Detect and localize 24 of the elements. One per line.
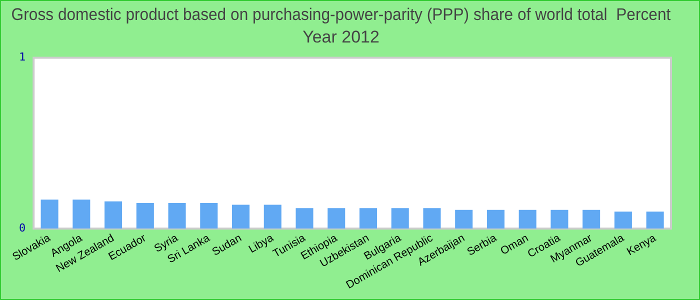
bar xyxy=(328,208,346,229)
bar xyxy=(486,210,504,229)
y-tick-label: 1 xyxy=(19,50,26,64)
bar xyxy=(40,200,58,229)
bar xyxy=(423,208,441,229)
bar xyxy=(582,210,600,229)
bar xyxy=(614,212,632,229)
bar xyxy=(168,203,186,229)
bar xyxy=(391,208,409,229)
bar xyxy=(550,210,568,229)
bar xyxy=(104,201,122,229)
bar xyxy=(200,203,218,229)
bar xyxy=(136,203,154,229)
bar xyxy=(72,200,90,229)
y-tick-label: 0 xyxy=(19,222,26,235)
bar xyxy=(296,208,314,229)
bar xyxy=(232,204,250,229)
bar xyxy=(359,208,378,229)
bar xyxy=(518,210,536,229)
bar xyxy=(264,204,282,229)
chart-title: Gross domestic product based on purchasing-power-parity (PPP) share of world total Percent xyxy=(11,5,672,24)
bar xyxy=(455,210,473,229)
chart-subtitle: Year 2012 xyxy=(302,27,380,46)
bar xyxy=(646,212,664,229)
